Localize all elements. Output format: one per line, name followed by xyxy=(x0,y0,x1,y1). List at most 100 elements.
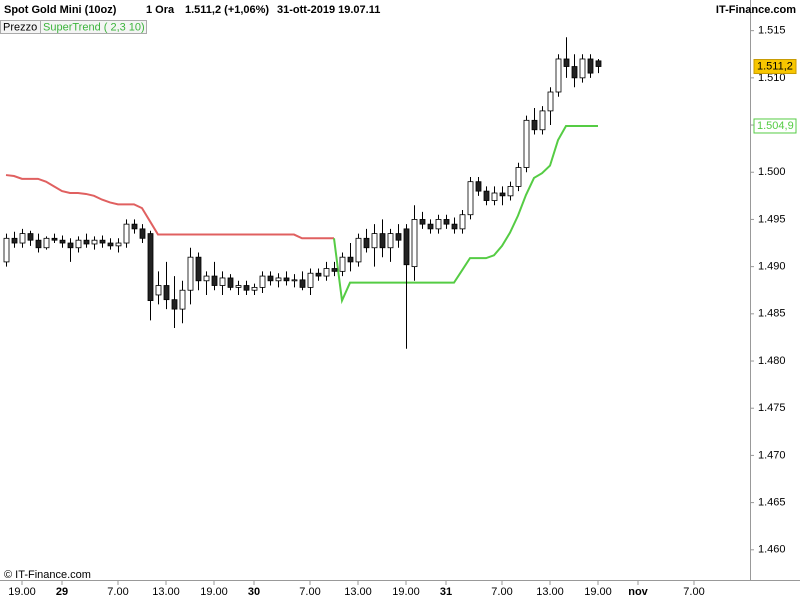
candle-body xyxy=(219,277,226,286)
y-tick-label: 1.510 xyxy=(758,72,786,84)
candle-body xyxy=(275,277,282,282)
candle-body xyxy=(99,239,106,244)
candle-body xyxy=(67,242,74,249)
candle-body xyxy=(251,286,258,291)
legend-supertrend: SuperTrend ( 2,3 10) xyxy=(43,21,145,33)
candle-body xyxy=(283,277,290,282)
candle-body xyxy=(523,119,530,168)
x-tick-label: 13.00 xyxy=(536,586,564,598)
x-tick-label: 7.00 xyxy=(299,586,320,598)
x-tick-label: 19.00 xyxy=(200,586,228,598)
candle-body xyxy=(131,223,138,230)
candle-body xyxy=(299,279,306,288)
price-label-box xyxy=(753,59,797,75)
candle-body xyxy=(507,185,514,197)
candle-body xyxy=(395,233,402,241)
x-tick-label: 30 xyxy=(248,586,260,598)
candle-body xyxy=(139,228,146,239)
supertrend-line xyxy=(333,124,598,305)
candle-body xyxy=(587,58,594,74)
candle-body xyxy=(91,239,98,245)
candle-body xyxy=(243,285,250,291)
candle-body xyxy=(195,256,202,282)
x-tick-label: 13.00 xyxy=(344,586,372,598)
x-tick-label: 19.00 xyxy=(584,586,612,598)
candle-body xyxy=(123,223,130,244)
candle-body xyxy=(291,279,298,282)
candle-body xyxy=(267,275,274,282)
candle-body xyxy=(35,239,42,249)
y-tick-label: 1.475 xyxy=(758,402,786,414)
legend-price: Prezzo xyxy=(3,21,37,33)
x-tick-label: 7.00 xyxy=(683,586,704,598)
y-tick-label: 1.515 xyxy=(758,25,786,37)
candle-body xyxy=(83,239,90,245)
candle-body xyxy=(259,275,266,288)
candle-body xyxy=(59,239,66,244)
candle-body xyxy=(595,60,602,67)
candle-body xyxy=(403,228,410,266)
candle-body xyxy=(3,237,10,263)
brand: IT-Finance.com xyxy=(716,4,796,16)
candle-body xyxy=(539,110,546,131)
supertrend-line xyxy=(5,174,334,240)
plot-area xyxy=(3,37,602,349)
y-tick-label: 1.500 xyxy=(758,166,786,178)
x-tick-label: 29 xyxy=(56,586,68,598)
candle-body xyxy=(11,237,18,244)
candle-body xyxy=(515,167,522,187)
price-label: 1.511,2 xyxy=(757,60,793,72)
candle-body xyxy=(355,237,362,263)
candle-body xyxy=(323,268,330,277)
x-tick-label: 31 xyxy=(440,586,452,598)
x-tick-label: 7.00 xyxy=(107,586,128,598)
candle-body xyxy=(571,66,578,79)
candle-body xyxy=(555,58,562,93)
candle-body xyxy=(531,119,538,131)
x-tick-label: 19.00 xyxy=(8,586,36,598)
candle-body xyxy=(27,233,34,241)
candle-body xyxy=(19,233,26,244)
x-tick-label: 13.00 xyxy=(152,586,180,598)
candle-body xyxy=(179,289,186,310)
supertrend-label: 1.504,9 xyxy=(757,120,794,132)
timestamp: 31-ott-2019 19.07.11 xyxy=(277,4,380,16)
candle-body xyxy=(435,219,442,230)
candle-body xyxy=(115,242,122,247)
candle-body xyxy=(235,285,242,288)
instrument-title: Spot Gold Mini (10oz) xyxy=(4,4,117,16)
candle-body xyxy=(43,237,50,249)
last-change: 1.511,2 (+1,06%) xyxy=(185,4,269,16)
interval: 1 Ora xyxy=(146,4,175,16)
candle-body xyxy=(347,256,354,263)
y-tick-label: 1.465 xyxy=(758,497,786,509)
candle-body xyxy=(491,192,498,201)
candle-body xyxy=(475,181,482,192)
candle-body xyxy=(371,233,378,249)
y-tick-label: 1.480 xyxy=(758,355,786,367)
y-tick-label: 1.495 xyxy=(758,213,786,225)
x-tick-label: 7.00 xyxy=(491,586,512,598)
candle-body xyxy=(203,275,210,282)
candle-body xyxy=(331,268,338,272)
candle-body xyxy=(187,256,194,291)
candle-body xyxy=(163,285,170,301)
candle-body xyxy=(155,285,162,296)
candle-body xyxy=(107,242,114,247)
candle-body xyxy=(483,190,490,201)
candle-body xyxy=(363,237,370,249)
candle-body xyxy=(227,277,234,288)
y-tick-label: 1.470 xyxy=(758,449,786,461)
candle-body xyxy=(499,192,506,197)
y-tick-label: 1.485 xyxy=(758,308,786,320)
candle-body xyxy=(307,272,314,288)
supertrend-label-box xyxy=(753,118,797,134)
candle-body xyxy=(451,223,458,230)
x-tick-label: 19.00 xyxy=(392,586,420,598)
candle-body xyxy=(579,58,586,79)
candle-body xyxy=(443,219,450,225)
candle-body xyxy=(419,219,426,225)
candle-body xyxy=(467,181,474,216)
